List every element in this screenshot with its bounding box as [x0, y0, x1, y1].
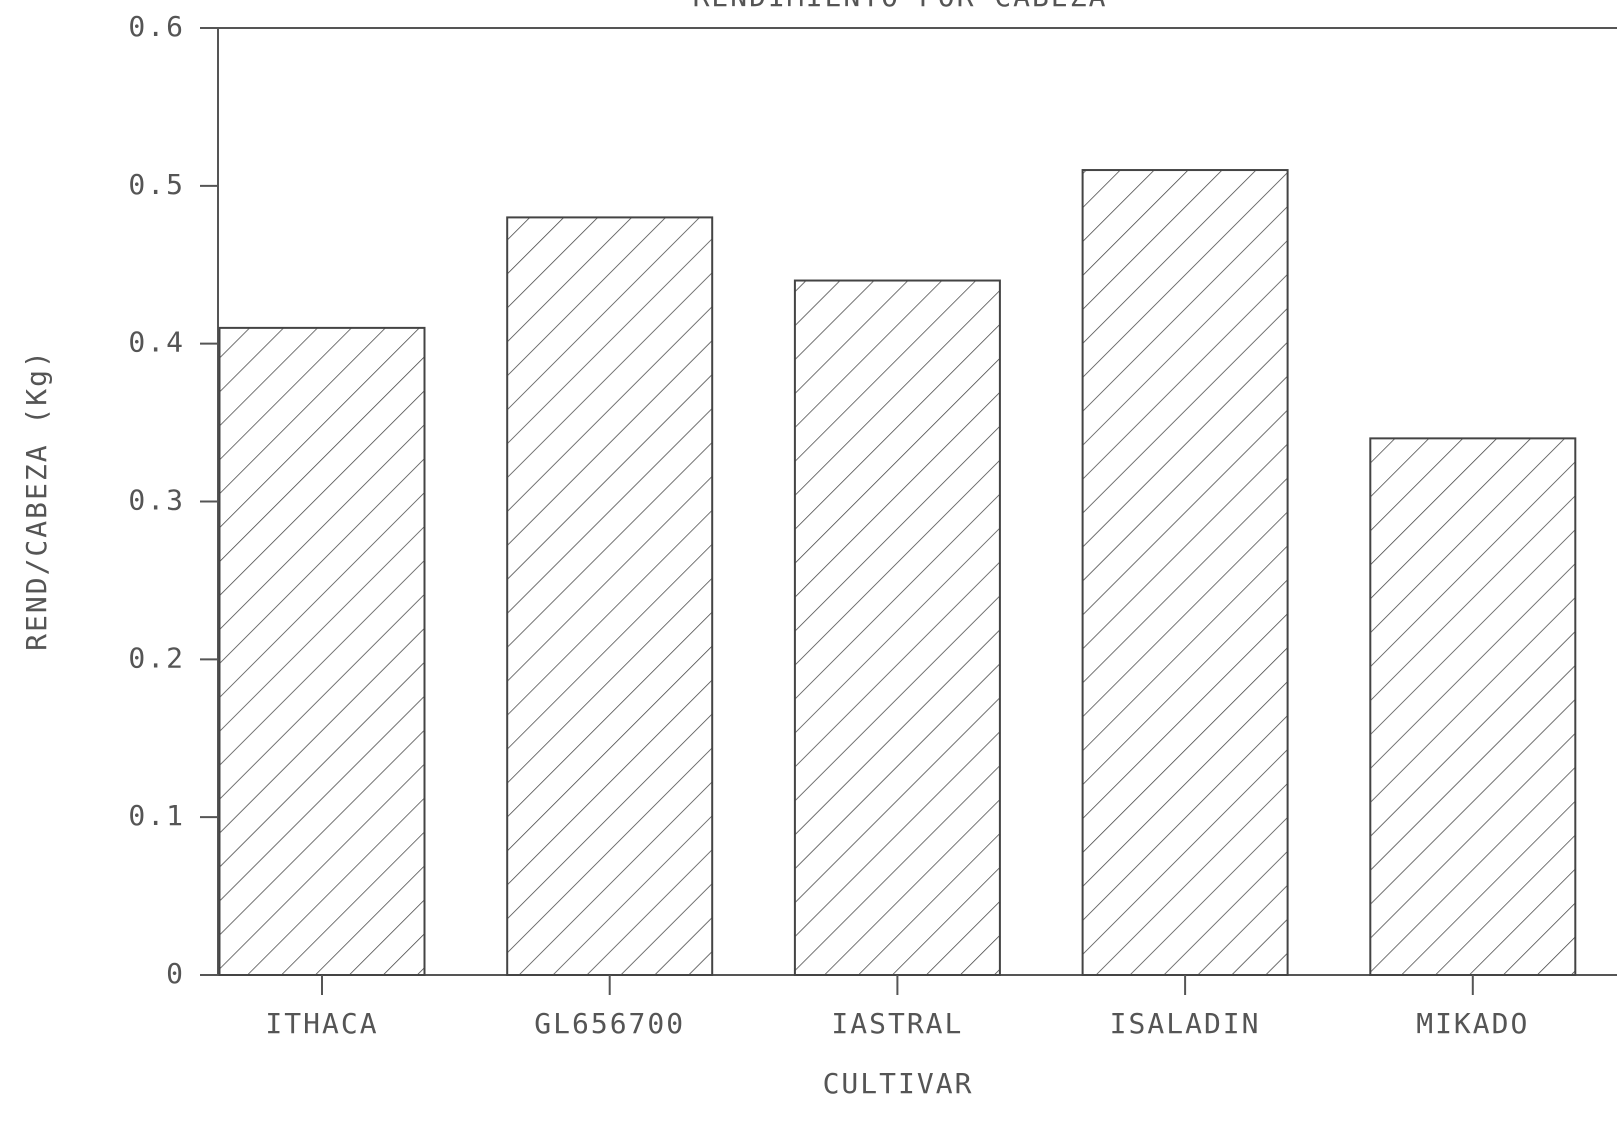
- x-tick-label: ISALADIN: [1110, 1007, 1261, 1040]
- y-tick-label: 0.1: [128, 799, 185, 832]
- bar: [1081, 169, 1289, 977]
- chart-title: RENDIMIENTO POR CABEZA: [693, 0, 1108, 13]
- x-tick-label: IASTRAL: [831, 1007, 963, 1040]
- bar: [506, 216, 714, 976]
- x-tick-label: GL656700: [534, 1007, 685, 1040]
- y-tick-label: 0.3: [128, 484, 185, 517]
- x-tick-label: ITHACA: [265, 1007, 378, 1040]
- bar: [218, 326, 426, 976]
- y-axis-label: REND/CABEZA (Kg): [20, 349, 53, 651]
- y-tick-label: 0: [166, 957, 185, 990]
- bar: [793, 279, 1001, 976]
- x-tick-label: MIKADO: [1416, 1007, 1529, 1040]
- bar: [1369, 437, 1577, 977]
- y-tick-label: 0.2: [128, 641, 185, 674]
- y-tick-label: 0.6: [128, 10, 185, 43]
- x-axis-label: CULTIVAR: [823, 1067, 974, 1100]
- y-tick-label: 0.5: [128, 168, 185, 201]
- y-tick-label: 0.4: [128, 326, 185, 359]
